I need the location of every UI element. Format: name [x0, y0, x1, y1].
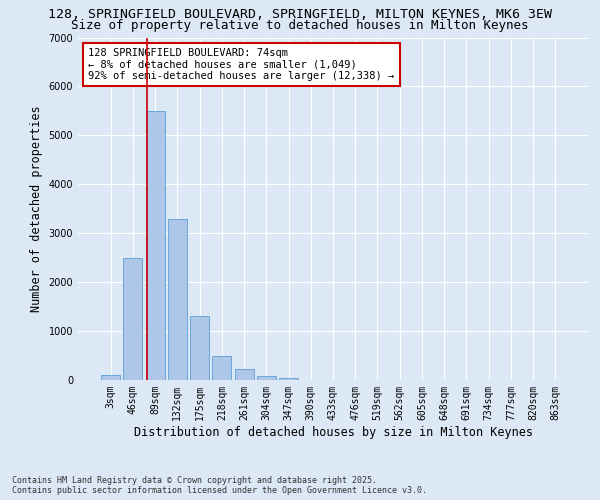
- Bar: [279, 378, 298, 380]
- X-axis label: Distribution of detached houses by size in Milton Keynes: Distribution of detached houses by size …: [133, 426, 533, 438]
- Text: Size of property relative to detached houses in Milton Keynes: Size of property relative to detached ho…: [71, 19, 529, 32]
- Text: Contains HM Land Registry data © Crown copyright and database right 2025.
Contai: Contains HM Land Registry data © Crown c…: [12, 476, 427, 495]
- Text: 128 SPRINGFIELD BOULEVARD: 74sqm
← 8% of detached houses are smaller (1,049)
92%: 128 SPRINGFIELD BOULEVARD: 74sqm ← 8% of…: [88, 48, 394, 81]
- Bar: [257, 376, 276, 380]
- Bar: [190, 316, 209, 380]
- Bar: [212, 356, 231, 380]
- Bar: [124, 258, 142, 380]
- Bar: [146, 111, 164, 380]
- Bar: [235, 368, 254, 380]
- Bar: [168, 218, 187, 380]
- Y-axis label: Number of detached properties: Number of detached properties: [30, 106, 43, 312]
- Bar: [101, 375, 120, 380]
- Text: 128, SPRINGFIELD BOULEVARD, SPRINGFIELD, MILTON KEYNES, MK6 3EW: 128, SPRINGFIELD BOULEVARD, SPRINGFIELD,…: [48, 8, 552, 20]
